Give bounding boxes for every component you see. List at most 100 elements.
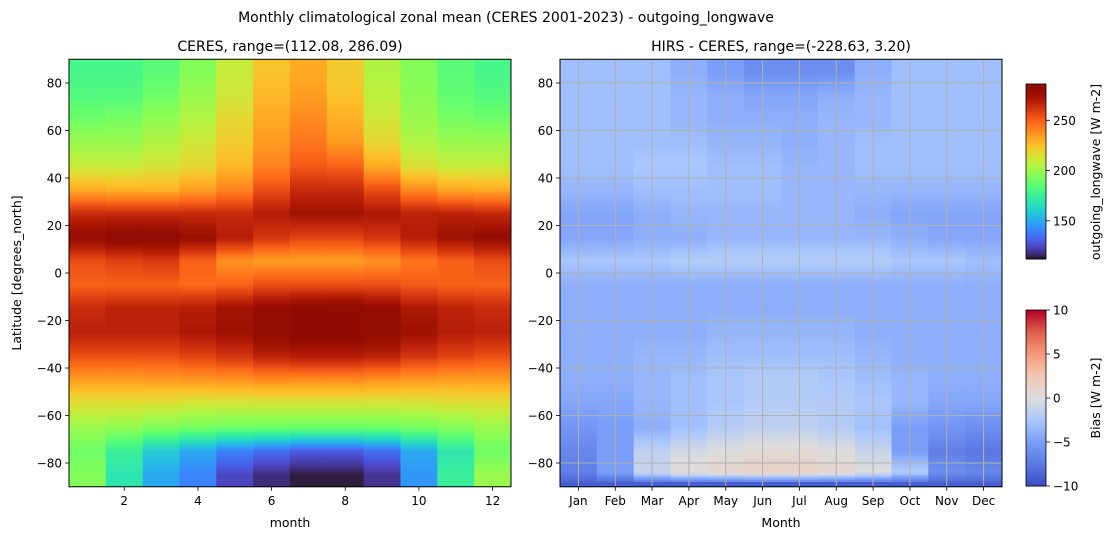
ceres-heatmap-cell	[105, 102, 144, 105]
ceres-heatmap-cell	[216, 66, 254, 70]
ceres-heatmap-cell	[253, 458, 291, 462]
ceres-heatmap-cell	[253, 472, 291, 476]
ceres-heatmap-cell	[142, 132, 180, 136]
ceres-heatmap-cell	[326, 265, 365, 269]
ceres-heatmap-cell	[363, 187, 401, 191]
ceres-heatmap-cell	[326, 379, 365, 383]
ceres-heatmap-cell	[105, 287, 144, 291]
ceres-heatmap-cell	[437, 199, 475, 203]
ceres-heatmap-cell	[326, 303, 365, 307]
ceres-heatmap-cell	[253, 308, 291, 312]
ceres-heatmap-cell	[216, 289, 254, 293]
ceres-heatmap-cell	[363, 75, 401, 79]
ceres-heatmap-cell	[474, 280, 512, 283]
ceres-colorbar-segment	[1026, 119, 1046, 121]
ceres-heatmap-cell	[437, 379, 475, 383]
ceres-heatmap-cell	[326, 313, 365, 317]
ceres-heatmap-cell	[69, 467, 107, 471]
ceres-heatmap-cell	[437, 394, 475, 397]
bias-colorbar-segment	[1026, 427, 1046, 430]
ceres-heatmap-cell	[474, 384, 512, 388]
ceres-heatmap-cell	[253, 337, 291, 340]
bias-colorbar-segment	[1026, 318, 1046, 321]
bias-colorbar-segment	[1026, 409, 1046, 412]
ceres-heatmap-cell	[179, 474, 217, 478]
ceres-heatmap-cell	[142, 441, 180, 445]
ceres-heatmap-cell	[326, 78, 365, 82]
ceres-heatmap-cell	[105, 420, 144, 424]
ceres-heatmap-cell	[142, 446, 180, 450]
bias-colorbar-segment	[1026, 480, 1046, 483]
ceres-heatmap-cell	[474, 102, 512, 105]
ceres-heatmap-cell	[363, 330, 401, 333]
ceres-heatmap-cell	[437, 425, 475, 428]
ceres-heatmap-cell	[326, 102, 365, 105]
ceres-heatmap-cell	[216, 434, 254, 438]
ceres-heatmap-cell	[179, 282, 217, 286]
ceres-heatmap-cell	[216, 113, 254, 117]
ceres-heatmap-cell	[179, 246, 217, 250]
ceres-heatmap-cell	[437, 230, 475, 234]
ceres-heatmap-cell	[105, 446, 144, 450]
ceres-heatmap-cell	[326, 216, 365, 219]
ceres-heatmap-cell	[400, 163, 438, 167]
ceres-heatmap-cell	[69, 296, 107, 300]
ceres-heatmap-cell	[474, 439, 512, 443]
ceres-heatmap-cell	[437, 372, 475, 376]
ceres-heatmap-cell	[253, 398, 291, 402]
ceres-heatmap-cell	[105, 263, 144, 267]
ceres-heatmap-cell	[326, 113, 365, 117]
ceres-heatmap-cell	[253, 161, 291, 165]
ceres-heatmap-cell	[105, 85, 144, 89]
ceres-heatmap-cell	[437, 455, 475, 459]
ceres-heatmap-cell	[253, 192, 291, 196]
ceres-heatmap-cell	[179, 83, 217, 86]
ceres-heatmap-cell	[216, 365, 254, 369]
ceres-heatmap-cell	[363, 365, 401, 369]
ceres-heatmap-cell	[400, 168, 438, 172]
ceres-heatmap-cell	[253, 379, 291, 383]
ceres-heatmap-cell	[326, 387, 365, 390]
ceres-heatmap-cell	[400, 216, 438, 219]
ceres-heatmap-cell	[179, 420, 217, 424]
ceres-heatmap-cell	[142, 341, 180, 345]
ceres-heatmap-cell	[400, 377, 438, 381]
ceres-heatmap-cell	[437, 135, 475, 139]
ceres-heatmap-cell	[326, 344, 365, 348]
ceres-heatmap-cell	[216, 135, 254, 139]
ceres-heatmap-cell	[400, 94, 438, 98]
ceres-heatmap-cell	[216, 308, 254, 312]
ceres-heatmap-cell	[216, 460, 254, 464]
ceres-colorbar-segment	[1026, 199, 1046, 202]
ceres-heatmap-cell	[216, 223, 254, 226]
ceres-heatmap-cell	[437, 68, 475, 72]
ceres-heatmap-cell	[216, 275, 254, 279]
ceres-heatmap-cell	[326, 213, 365, 217]
ceres-heatmap-cell	[363, 303, 401, 307]
ceres-heatmap-cell	[290, 144, 328, 148]
ceres-heatmap-cell	[326, 363, 365, 367]
ceres-heatmap-cell	[142, 451, 180, 454]
ceres-heatmap-cell	[290, 142, 328, 146]
ceres-heatmap-cell	[363, 273, 401, 276]
bias-colorbar-segment	[1026, 349, 1046, 352]
ceres-heatmap-cell	[400, 83, 438, 86]
bias-x-tick-label: May	[713, 494, 738, 508]
bias-colorbar-segment	[1026, 312, 1046, 315]
ceres-heatmap-cell	[105, 208, 144, 212]
ceres-heatmap-cell	[142, 308, 180, 312]
ceres-heatmap-cell	[290, 458, 328, 462]
ceres-heatmap-cell	[363, 394, 401, 397]
bias-colorbar-segment	[1026, 439, 1046, 442]
ceres-heatmap-cell	[142, 194, 180, 198]
ceres-heatmap-cell	[253, 187, 291, 191]
ceres-heatmap-cell	[363, 441, 401, 445]
ceres-heatmap-cell	[363, 137, 401, 141]
ceres-heatmap-cell	[69, 470, 107, 473]
bias-colorbar-segment	[1026, 327, 1046, 330]
ceres-heatmap-cell	[142, 396, 180, 400]
ceres-heatmap-cell	[400, 156, 438, 160]
ceres-heatmap-cell	[105, 375, 144, 378]
ceres-heatmap-cell	[437, 287, 475, 291]
ceres-heatmap-cell	[69, 327, 107, 331]
